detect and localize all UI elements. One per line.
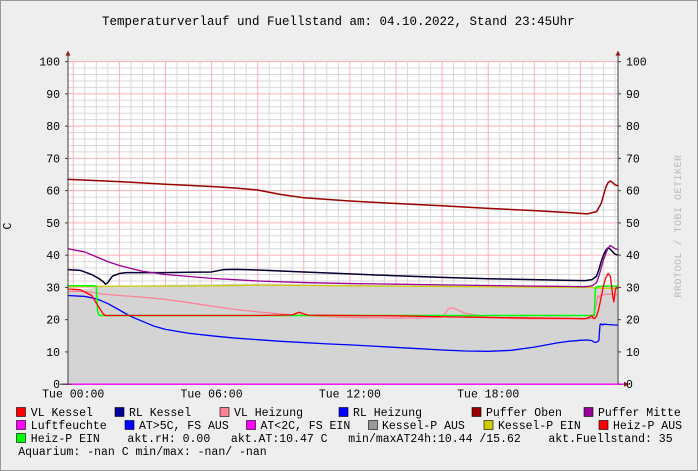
svg-text:20: 20 [46, 315, 60, 328]
svg-text:30: 30 [626, 282, 640, 295]
svg-text:10: 10 [626, 347, 640, 360]
svg-text:RL Heizung: RL Heizung [353, 407, 422, 420]
svg-text:80: 80 [46, 121, 60, 134]
svg-text:90: 90 [46, 89, 60, 102]
svg-text:30: 30 [46, 282, 60, 295]
svg-text:10: 10 [46, 347, 60, 360]
svg-text:C: C [2, 222, 15, 229]
svg-text:Aquarium: -nan C min/max: -n: Aquarium: -nan C min/max: -nan/ -nan [18, 446, 266, 459]
svg-text:Tue 06:00: Tue 06:00 [180, 389, 242, 402]
svg-text:Puffer Mitte: Puffer Mitte [598, 407, 681, 420]
svg-text:90: 90 [626, 89, 640, 102]
svg-text:VL Heizung: VL Heizung [234, 407, 303, 420]
svg-text:40: 40 [626, 250, 640, 263]
svg-text:Kessel-P EIN: Kessel-P EIN [498, 420, 581, 433]
svg-text:40: 40 [46, 250, 60, 263]
svg-text:100: 100 [39, 57, 60, 70]
svg-text:Kessel-P AUS: Kessel-P AUS [382, 420, 465, 433]
svg-text:Luftfeuchte: Luftfeuchte [31, 420, 107, 433]
svg-text:VL Kessel: VL Kessel [31, 407, 93, 420]
svg-text:70: 70 [626, 153, 640, 166]
svg-text:80: 80 [626, 121, 640, 134]
svg-text:Heiz-P EIN akt.rH: 0.00 a: Heiz-P EIN akt.rH: 0.00 akt.AT:10.47 C m… [31, 433, 673, 446]
svg-text:RL Kessel: RL Kessel [129, 407, 191, 420]
svg-text:Heiz-P AUS: Heiz-P AUS [613, 420, 682, 433]
svg-text:AT>5C, FS AUS: AT>5C, FS AUS [139, 420, 229, 433]
svg-text:Tue 00:00: Tue 00:00 [42, 389, 104, 402]
svg-text:0: 0 [626, 379, 633, 392]
svg-text:60: 60 [46, 186, 60, 199]
svg-text:100: 100 [626, 57, 647, 70]
svg-text:AT<2C, FS EIN: AT<2C, FS EIN [261, 420, 351, 433]
svg-text:50: 50 [46, 218, 60, 231]
svg-text:Tue 18:00: Tue 18:00 [457, 389, 519, 402]
svg-text:Puffer Oben: Puffer Oben [486, 407, 562, 420]
svg-text:60: 60 [626, 186, 640, 199]
svg-text:Temperaturverlauf und Fuellsta: Temperaturverlauf und Fuellstand am: 04.… [102, 15, 575, 29]
svg-text:Tue 12:00: Tue 12:00 [319, 389, 381, 402]
svg-text:70: 70 [46, 153, 60, 166]
svg-text:20: 20 [626, 315, 640, 328]
svg-text:50: 50 [626, 218, 640, 231]
svg-text:RRDTOOL / TOBI OETIKER: RRDTOOL / TOBI OETIKER [673, 154, 685, 297]
